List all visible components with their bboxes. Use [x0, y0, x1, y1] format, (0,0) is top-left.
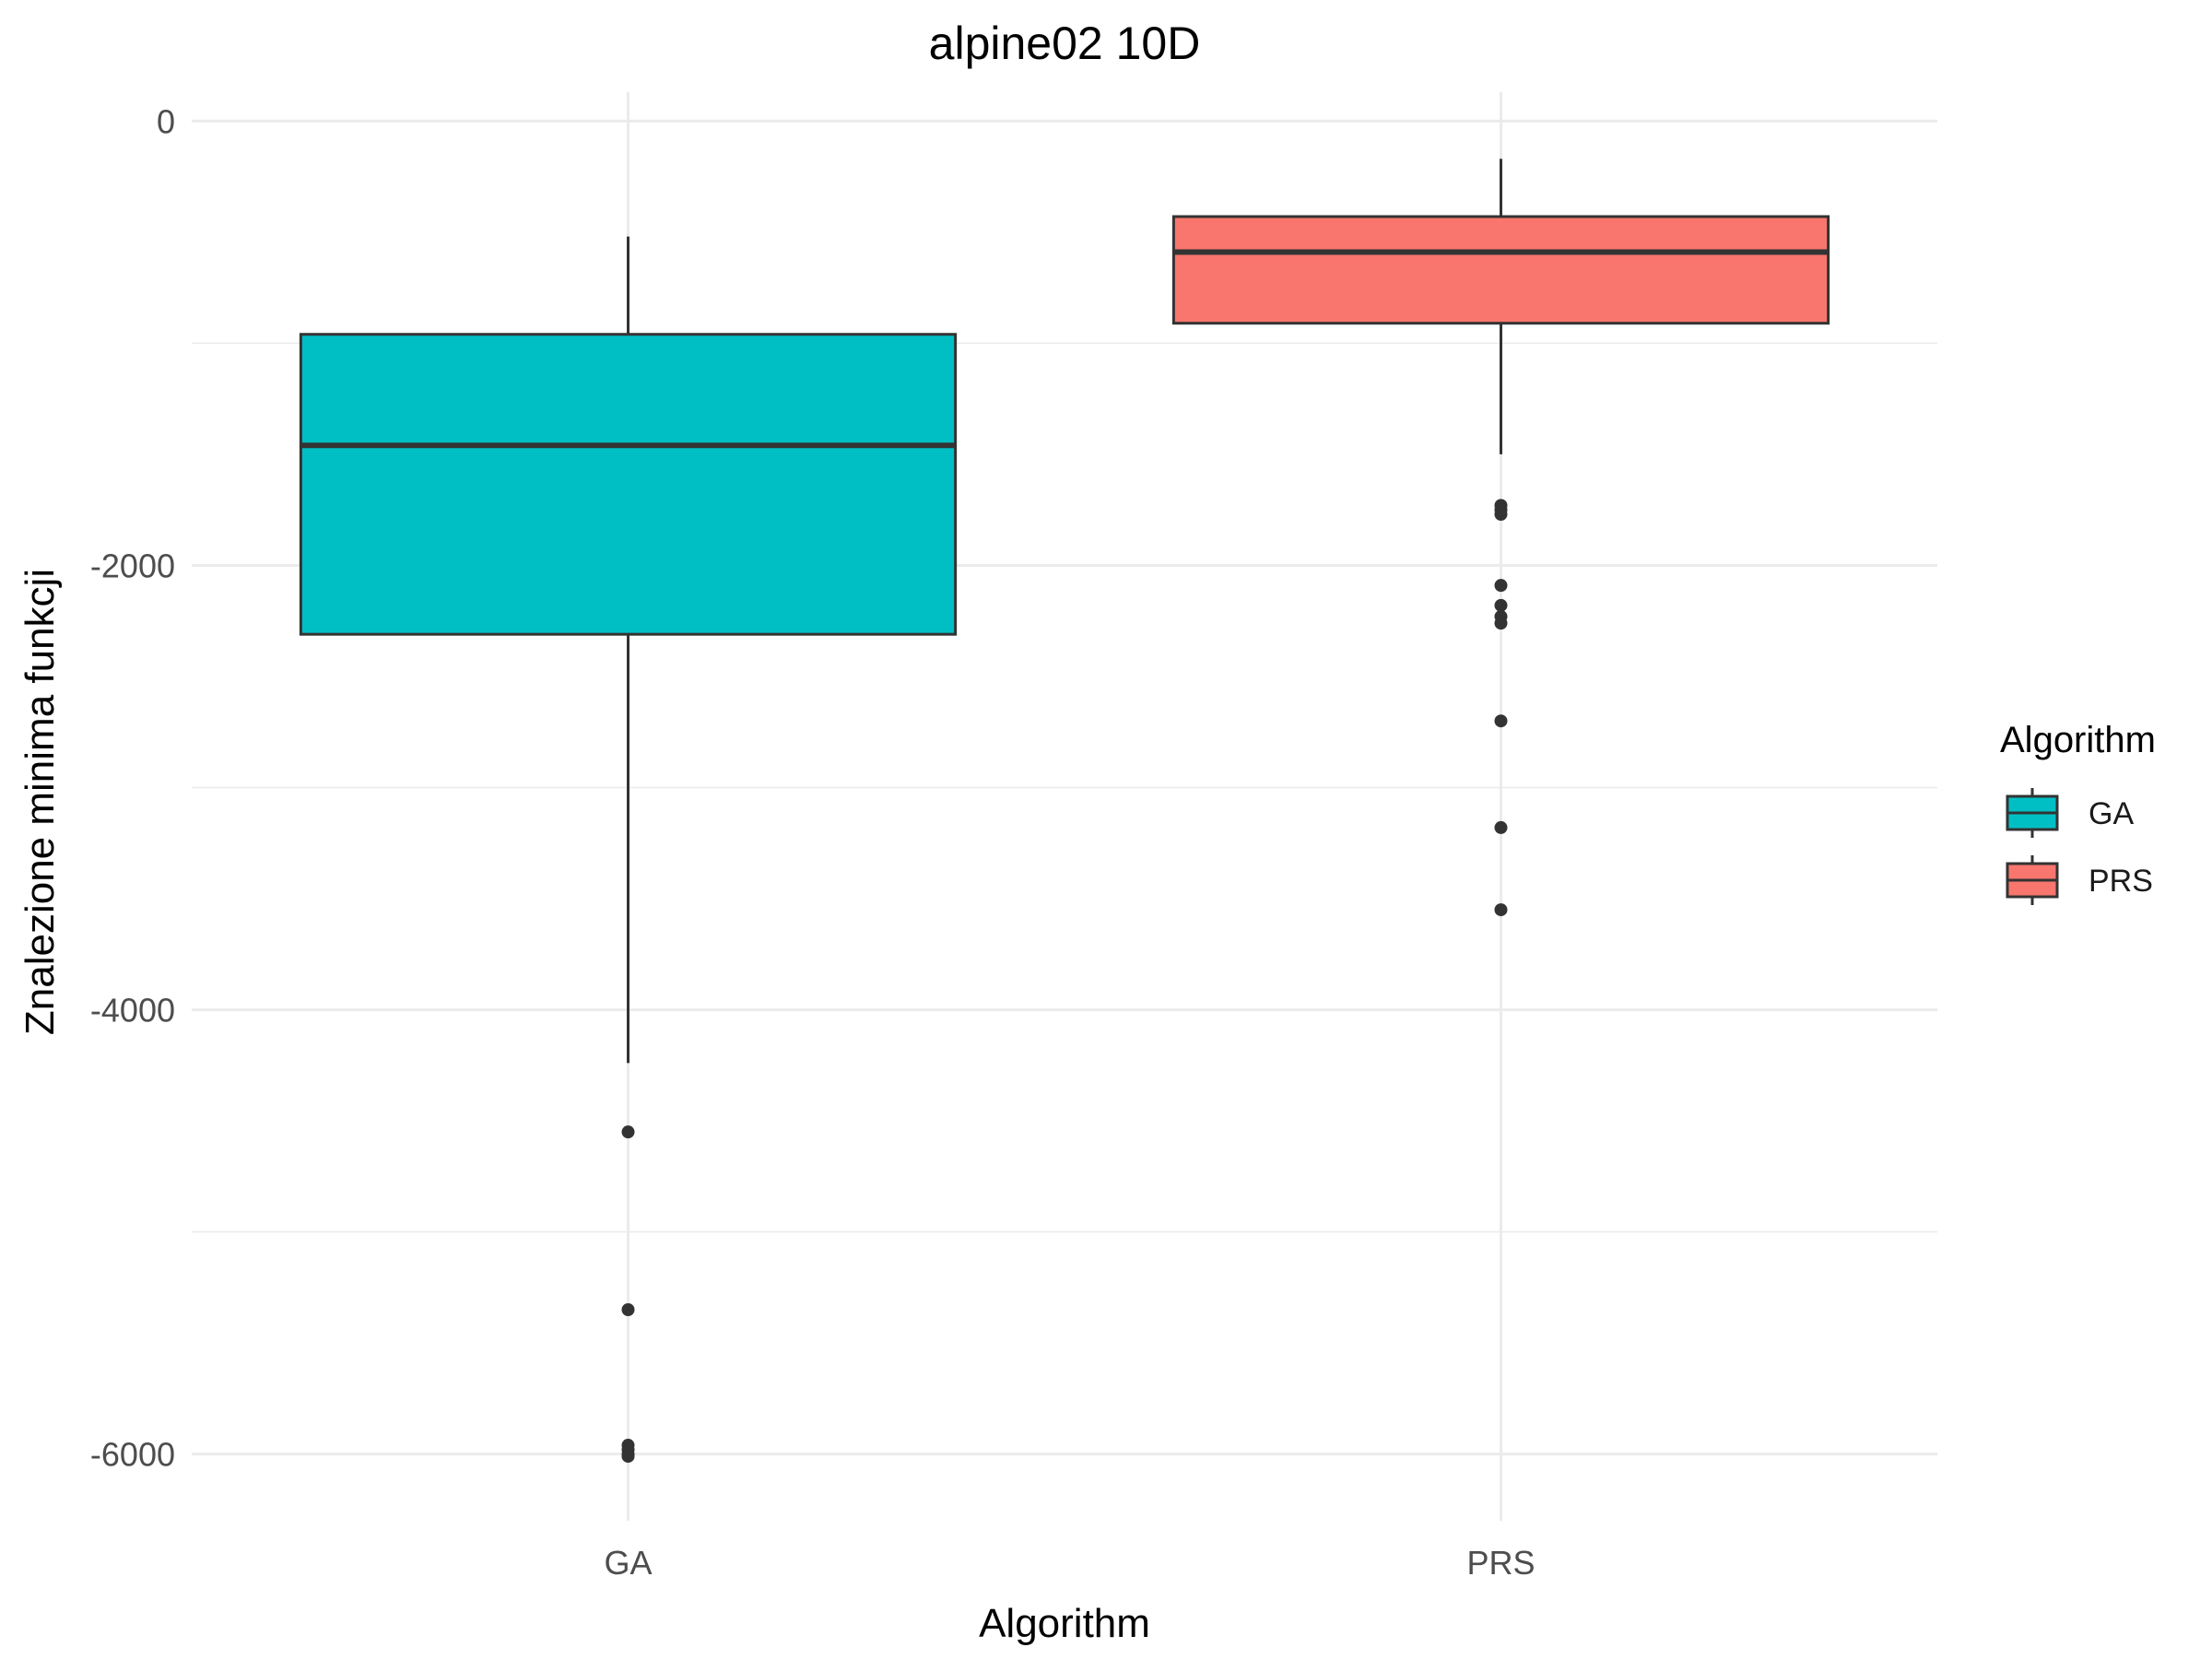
legend-entry-ga: GA: [2006, 788, 2134, 838]
outlier-point: [621, 1125, 635, 1139]
y-tick-label: -2000: [90, 547, 175, 584]
x-axis-ticks: GA PRS: [604, 1544, 1535, 1582]
x-tick-label: GA: [604, 1544, 652, 1582]
outlier-point: [1494, 598, 1508, 612]
y-tick-label: -6000: [90, 1436, 175, 1474]
box-iqr: [299, 333, 958, 636]
legend-title: Algorithm: [2000, 720, 2156, 760]
outlier-point: [1494, 508, 1508, 522]
box-layer: [299, 159, 1830, 1464]
legend: Algorithm GA PRS: [2000, 720, 2156, 905]
legend-entry-prs: PRS: [2006, 855, 2153, 905]
y-tick-label: 0: [157, 102, 175, 140]
outlier-point: [621, 1302, 635, 1316]
x-tick-label: PRS: [1466, 1544, 1535, 1582]
y-tick-label: -4000: [90, 992, 175, 1030]
outlier-point: [1494, 579, 1508, 593]
y-axis-title: Znalezione minima funkcji: [18, 569, 63, 1035]
outlier-point: [1494, 903, 1508, 917]
legend-label: GA: [2088, 796, 2134, 831]
outlier-point: [1494, 617, 1508, 630]
box-iqr: [1171, 215, 1830, 325]
outlier-point: [1494, 820, 1508, 834]
box-prs: [1171, 159, 1830, 917]
y-axis-ticks: 0 -2000 -4000 -6000: [90, 102, 175, 1473]
box-ga: [299, 236, 958, 1464]
x-axis-title: Algorithm: [979, 1601, 1150, 1646]
chart-title: alpine02 10D: [929, 18, 1201, 69]
outlier-point: [1494, 714, 1508, 728]
outlier-point: [621, 1450, 635, 1464]
legend-label: PRS: [2088, 864, 2153, 899]
